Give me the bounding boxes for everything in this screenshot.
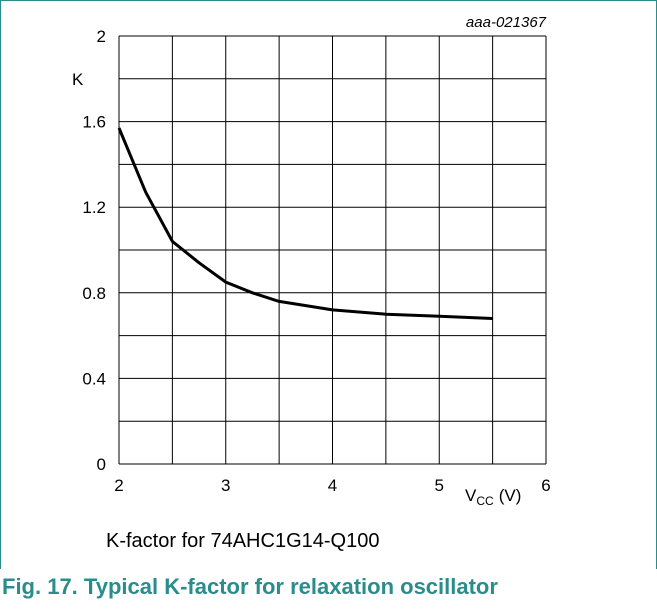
y-tick-label: 2: [97, 27, 106, 46]
x-tick-label: 2: [114, 476, 123, 495]
k-factor-line: [117, 127, 493, 320]
x-tick-label: 5: [435, 476, 444, 495]
y-tick-label: 1.2: [82, 198, 106, 217]
x-axis-label-main: V: [465, 486, 477, 505]
figure-id-label: aaa-021367: [466, 14, 547, 31]
y-tick-label: 0.4: [82, 369, 106, 388]
chart-tick-labels: 2 3 4 5 6 0 0.4 0.8 1.2 1.6 2: [82, 27, 550, 495]
y-tick-label: 0: [97, 455, 106, 474]
x-axis-label-unit: (V): [499, 486, 522, 505]
x-axis-label: VCC (V): [465, 486, 521, 508]
chart-subtitle: K-factor for 74AHC1G14-Q100: [106, 530, 380, 552]
y-tick-label: 0.8: [82, 284, 106, 303]
figure-caption: Fig. 17. Typical K-factor for relaxation…: [2, 574, 498, 599]
x-tick-label: 4: [328, 476, 337, 495]
x-tick-label: 6: [541, 476, 550, 495]
caption-bar: [0, 569, 657, 611]
x-axis-label-sub: CC: [476, 494, 494, 508]
x-tick-label: 3: [221, 476, 230, 495]
y-tick-label: 1.6: [82, 113, 106, 132]
y-axis-label: K: [72, 70, 84, 89]
chart-grid: [118, 35, 547, 465]
